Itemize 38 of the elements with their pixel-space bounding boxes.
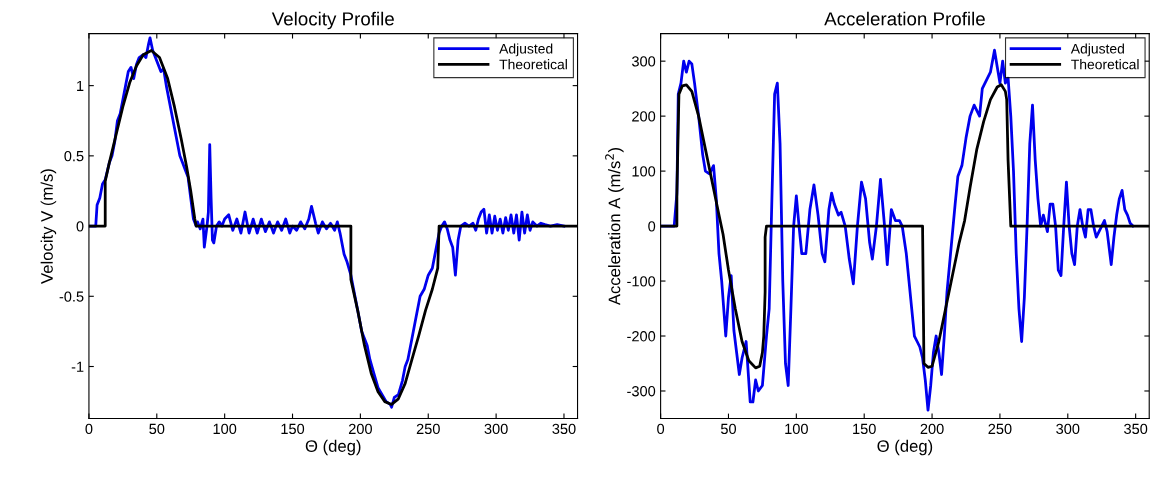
x-tick-label: 150	[281, 423, 305, 435]
y-tick-label: 300	[631, 56, 656, 67]
y-tick-label: -100	[627, 276, 656, 287]
y-tick-label: -200	[627, 331, 656, 342]
y-axis-title: Acceleration A (m/s$^{2}$)	[605, 148, 624, 306]
chart-title: Acceleration Profile	[824, 11, 985, 26]
chart-title: Velocity Profile	[271, 11, 394, 30]
legend-label: Adjusted	[499, 43, 553, 57]
x-tick-label: 350	[552, 423, 576, 435]
x-tick-label: 350	[1124, 423, 1148, 435]
x-tick-label: 0	[85, 423, 93, 435]
x-tick-label: 200	[348, 423, 372, 435]
y-tick-label: 0.5	[64, 150, 84, 162]
legend-label: Theoretical	[1071, 59, 1139, 70]
x-tick-label: 100	[213, 423, 237, 435]
x-tick-label: 250	[988, 423, 1012, 435]
x-tick-label: 50	[720, 423, 737, 435]
legend-label: Adjusted	[1070, 43, 1124, 57]
y-tick-label: 0	[648, 221, 656, 232]
x-tick-label: 300	[1056, 423, 1080, 435]
x-tick-label: 100	[785, 423, 808, 435]
y-tick-label: 200	[632, 111, 656, 122]
y-axis-title: Velocity V (m/s)	[40, 169, 57, 284]
y-tick-label: -300	[627, 386, 656, 397]
y-tick-label: -1	[71, 361, 84, 372]
x-tick-label: 0	[657, 423, 665, 435]
x-tick-label: 300	[484, 423, 508, 435]
x-axis-title: Θ (deg)	[877, 439, 933, 456]
y-tick-label: 0	[76, 221, 84, 232]
y-tick-label: 1	[77, 80, 84, 91]
x-tick-label: 250	[416, 423, 440, 435]
x-axis-title: Θ (deg)	[305, 439, 361, 456]
x-tick-label: 50	[149, 423, 165, 435]
x-tick-label: 150	[853, 423, 876, 435]
y-tick-label: -0.5	[59, 291, 84, 302]
x-tick-label: 200	[920, 423, 944, 435]
legend-label: Theoretical	[499, 59, 567, 70]
y-tick-label: 100	[632, 166, 656, 177]
